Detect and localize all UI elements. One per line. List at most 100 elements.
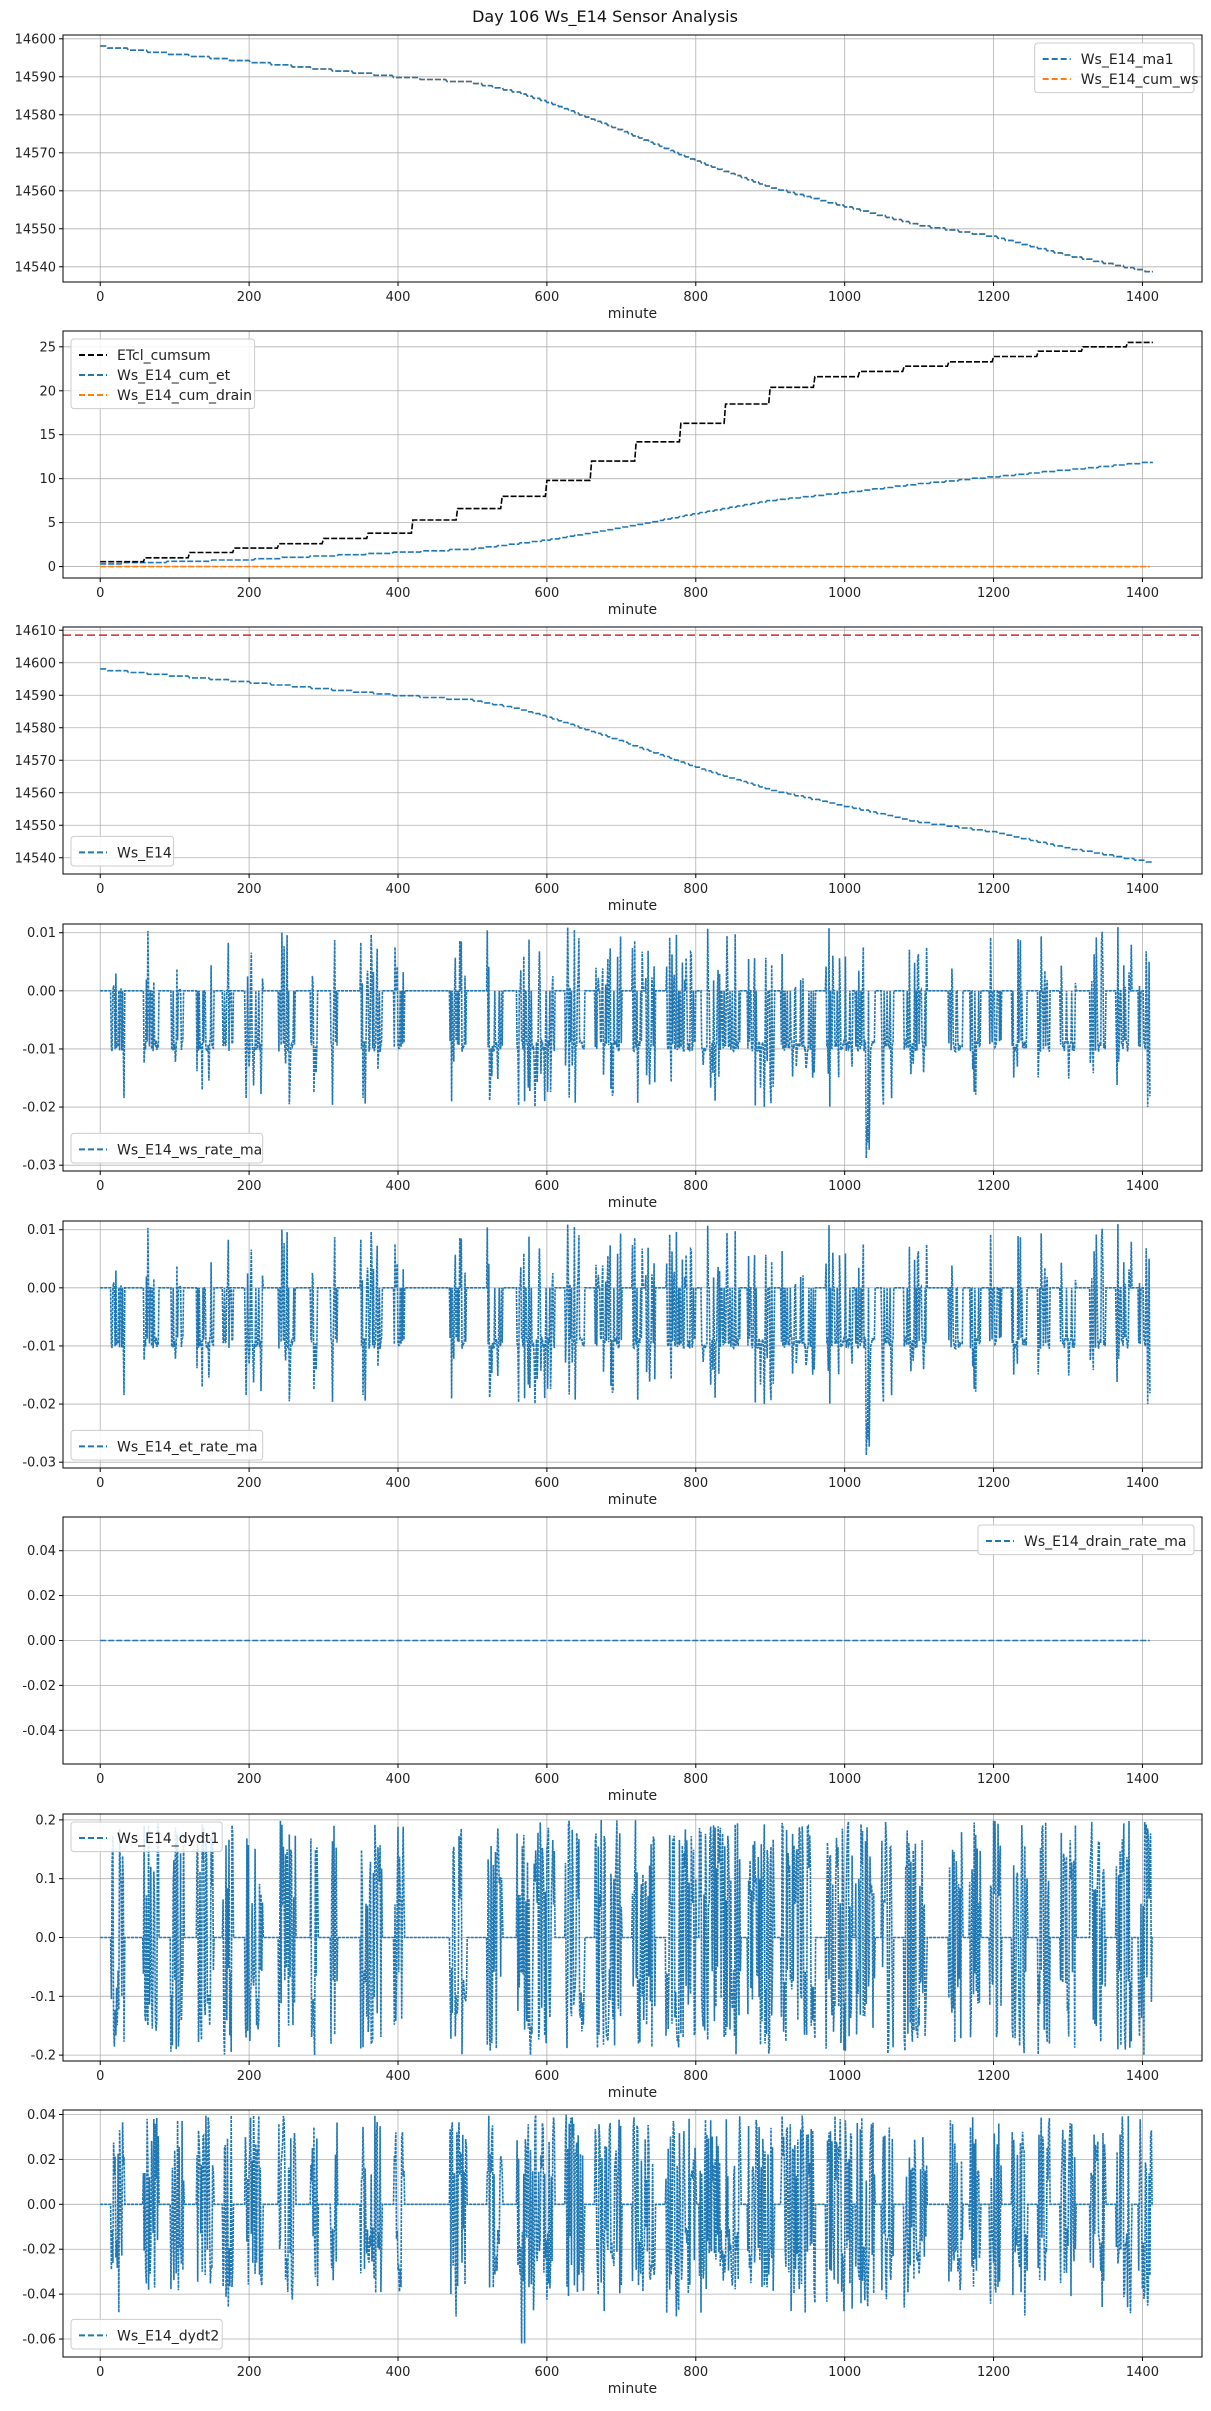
x-tick-label: 1000 [828, 2365, 861, 2380]
legend-label: Ws_E14_cum_drain [117, 388, 252, 404]
x-tick-label: 400 [386, 2069, 411, 2084]
x-tick-label: 1000 [828, 1476, 861, 1491]
series-line-Ws_E14_cum_et [100, 461, 1153, 565]
y-tick-label: -0.03 [22, 1456, 56, 1471]
y-tick-label: 0.0 [35, 1931, 56, 1946]
x-tick-label: 1000 [828, 586, 861, 601]
subplot-2: 0 200 400 600 800 1000 1200 1400 0 5 10 15 20 25 minut… [39, 330, 1203, 618]
x-tick-label: 400 [386, 290, 411, 305]
x-axis-label: minute [608, 1788, 657, 1804]
legend: ETcl_cumsum Ws_E14_cum_et Ws_E14_cum_drain [70, 338, 256, 410]
y-tick-label: -0.04 [22, 1724, 56, 1739]
y-tick-label: 14580 [15, 108, 56, 123]
legend: Ws_E14 [70, 835, 175, 867]
legend-label: Ws_E14_cum_et [117, 368, 231, 384]
x-tick-label: 600 [534, 2365, 559, 2380]
legend: Ws_E14_ma1 Ws_E14_cum_ws [1034, 42, 1199, 94]
y-tick-label: -0.1 [31, 1990, 56, 2005]
x-tick-label: 1000 [828, 882, 861, 897]
x-tick-label: 800 [683, 1179, 708, 1194]
x-tick-label: 0 [96, 2069, 104, 2084]
figure-title: Day 106 Ws_E14 Sensor Analysis [472, 7, 738, 27]
y-tick-label: 14600 [15, 32, 56, 47]
x-tick-label: 600 [534, 882, 559, 897]
y-tick-label: 0.00 [27, 2198, 56, 2213]
axes-frame [62, 330, 1203, 579]
axes-frame [62, 1220, 1203, 1469]
x-tick-label: 1200 [977, 2069, 1010, 2084]
x-tick-label: 0 [96, 586, 104, 601]
y-tick-label: 14600 [15, 656, 56, 671]
legend: Ws_E14_et_rate_ma [70, 1429, 264, 1461]
x-axis-label: minute [608, 2381, 657, 2397]
legend-label: Ws_E14_et_rate_ma [117, 1439, 258, 1455]
subplot-8: 0 200 400 600 800 1000 1200 1400 -0.06 -0.04 -0.02… [22, 2108, 1203, 2397]
x-tick-label: 0 [96, 290, 104, 305]
legend-box [70, 338, 256, 410]
legend-box [70, 1821, 223, 1853]
x-tick-label: 1200 [977, 1772, 1010, 1787]
x-tick-label: 200 [237, 290, 262, 305]
series-line-ETcl_cumsum [100, 341, 1153, 563]
x-tick-label: 1200 [977, 1476, 1010, 1491]
y-tick-label: 5 [48, 516, 56, 531]
x-tick-label: 1400 [1126, 1476, 1159, 1491]
y-tick-label: -0.01 [22, 1339, 56, 1354]
x-tick-label: 1200 [977, 2365, 1010, 2380]
x-tick-label: 600 [534, 1179, 559, 1194]
x-axis-label: minute [608, 898, 657, 914]
x-tick-label: 1400 [1126, 586, 1159, 601]
legend-box [70, 1132, 264, 1164]
x-tick-label: 400 [386, 882, 411, 897]
subplot-7: 0 200 400 600 800 1000 1200 1400 -0.2 -0.1 0.0 0.1 0… [31, 1813, 1203, 2101]
y-tick-label: 14550 [15, 819, 56, 834]
x-tick-label: 200 [237, 2365, 262, 2380]
axes-frame [62, 34, 1203, 283]
y-tick-label: 0.00 [27, 1281, 56, 1296]
y-tick-label: 14580 [15, 721, 56, 736]
y-tick-label: 0.02 [27, 1589, 56, 1604]
x-tick-label: 1000 [828, 290, 861, 305]
x-tick-label: 800 [683, 882, 708, 897]
legend-box [977, 1524, 1195, 1556]
y-tick-label: 14570 [15, 754, 56, 769]
x-tick-label: 400 [386, 1476, 411, 1491]
x-tick-label: 0 [96, 2365, 104, 2380]
x-tick-label: 400 [386, 586, 411, 601]
x-tick-label: 400 [386, 1772, 411, 1787]
x-tick-label: 0 [96, 1476, 104, 1491]
x-tick-label: 400 [386, 2365, 411, 2380]
x-tick-label: 1400 [1126, 1179, 1159, 1194]
x-tick-label: 600 [534, 1476, 559, 1491]
series-line-Ws_E14_ws_rate_ma [100, 927, 1151, 1159]
y-tick-label: 0.01 [27, 1223, 56, 1238]
x-tick-label: 1000 [828, 1179, 861, 1194]
x-tick-label: 600 [534, 586, 559, 601]
y-tick-label: 14610 [15, 624, 56, 639]
y-tick-label: 14550 [15, 222, 56, 237]
legend: Ws_E14_drain_rate_ma [977, 1524, 1195, 1556]
x-tick-label: 0 [96, 882, 104, 897]
grid [63, 627, 1202, 874]
y-tick-label: 14590 [15, 689, 56, 704]
legend-label: Ws_E14_cum_ws [1081, 72, 1199, 88]
x-tick-label: 400 [386, 1179, 411, 1194]
y-tick-label: -0.02 [22, 1398, 56, 1413]
y-tick-label: 0.01 [27, 926, 56, 941]
x-tick-label: 1000 [828, 1772, 861, 1787]
x-tick-label: 600 [534, 1772, 559, 1787]
x-tick-label: 200 [237, 882, 262, 897]
y-tick-label: 0.2 [35, 1813, 56, 1828]
y-tick-label: 0.04 [27, 2108, 56, 2123]
x-axis-label: minute [608, 602, 657, 618]
y-tick-label: -0.02 [22, 2243, 56, 2258]
legend-label: Ws_E14_dydt2 [117, 2328, 219, 2344]
legend-box [1034, 42, 1195, 94]
legend-label: Ws_E14 [117, 845, 172, 861]
y-tick-label: 14540 [15, 260, 56, 275]
y-tick-label: 0.00 [27, 984, 56, 999]
y-tick-label: 14590 [15, 70, 56, 85]
y-tick-label: 10 [39, 472, 56, 487]
x-tick-label: 800 [683, 2365, 708, 2380]
legend-label: Ws_E14_ws_rate_ma [117, 1142, 262, 1158]
